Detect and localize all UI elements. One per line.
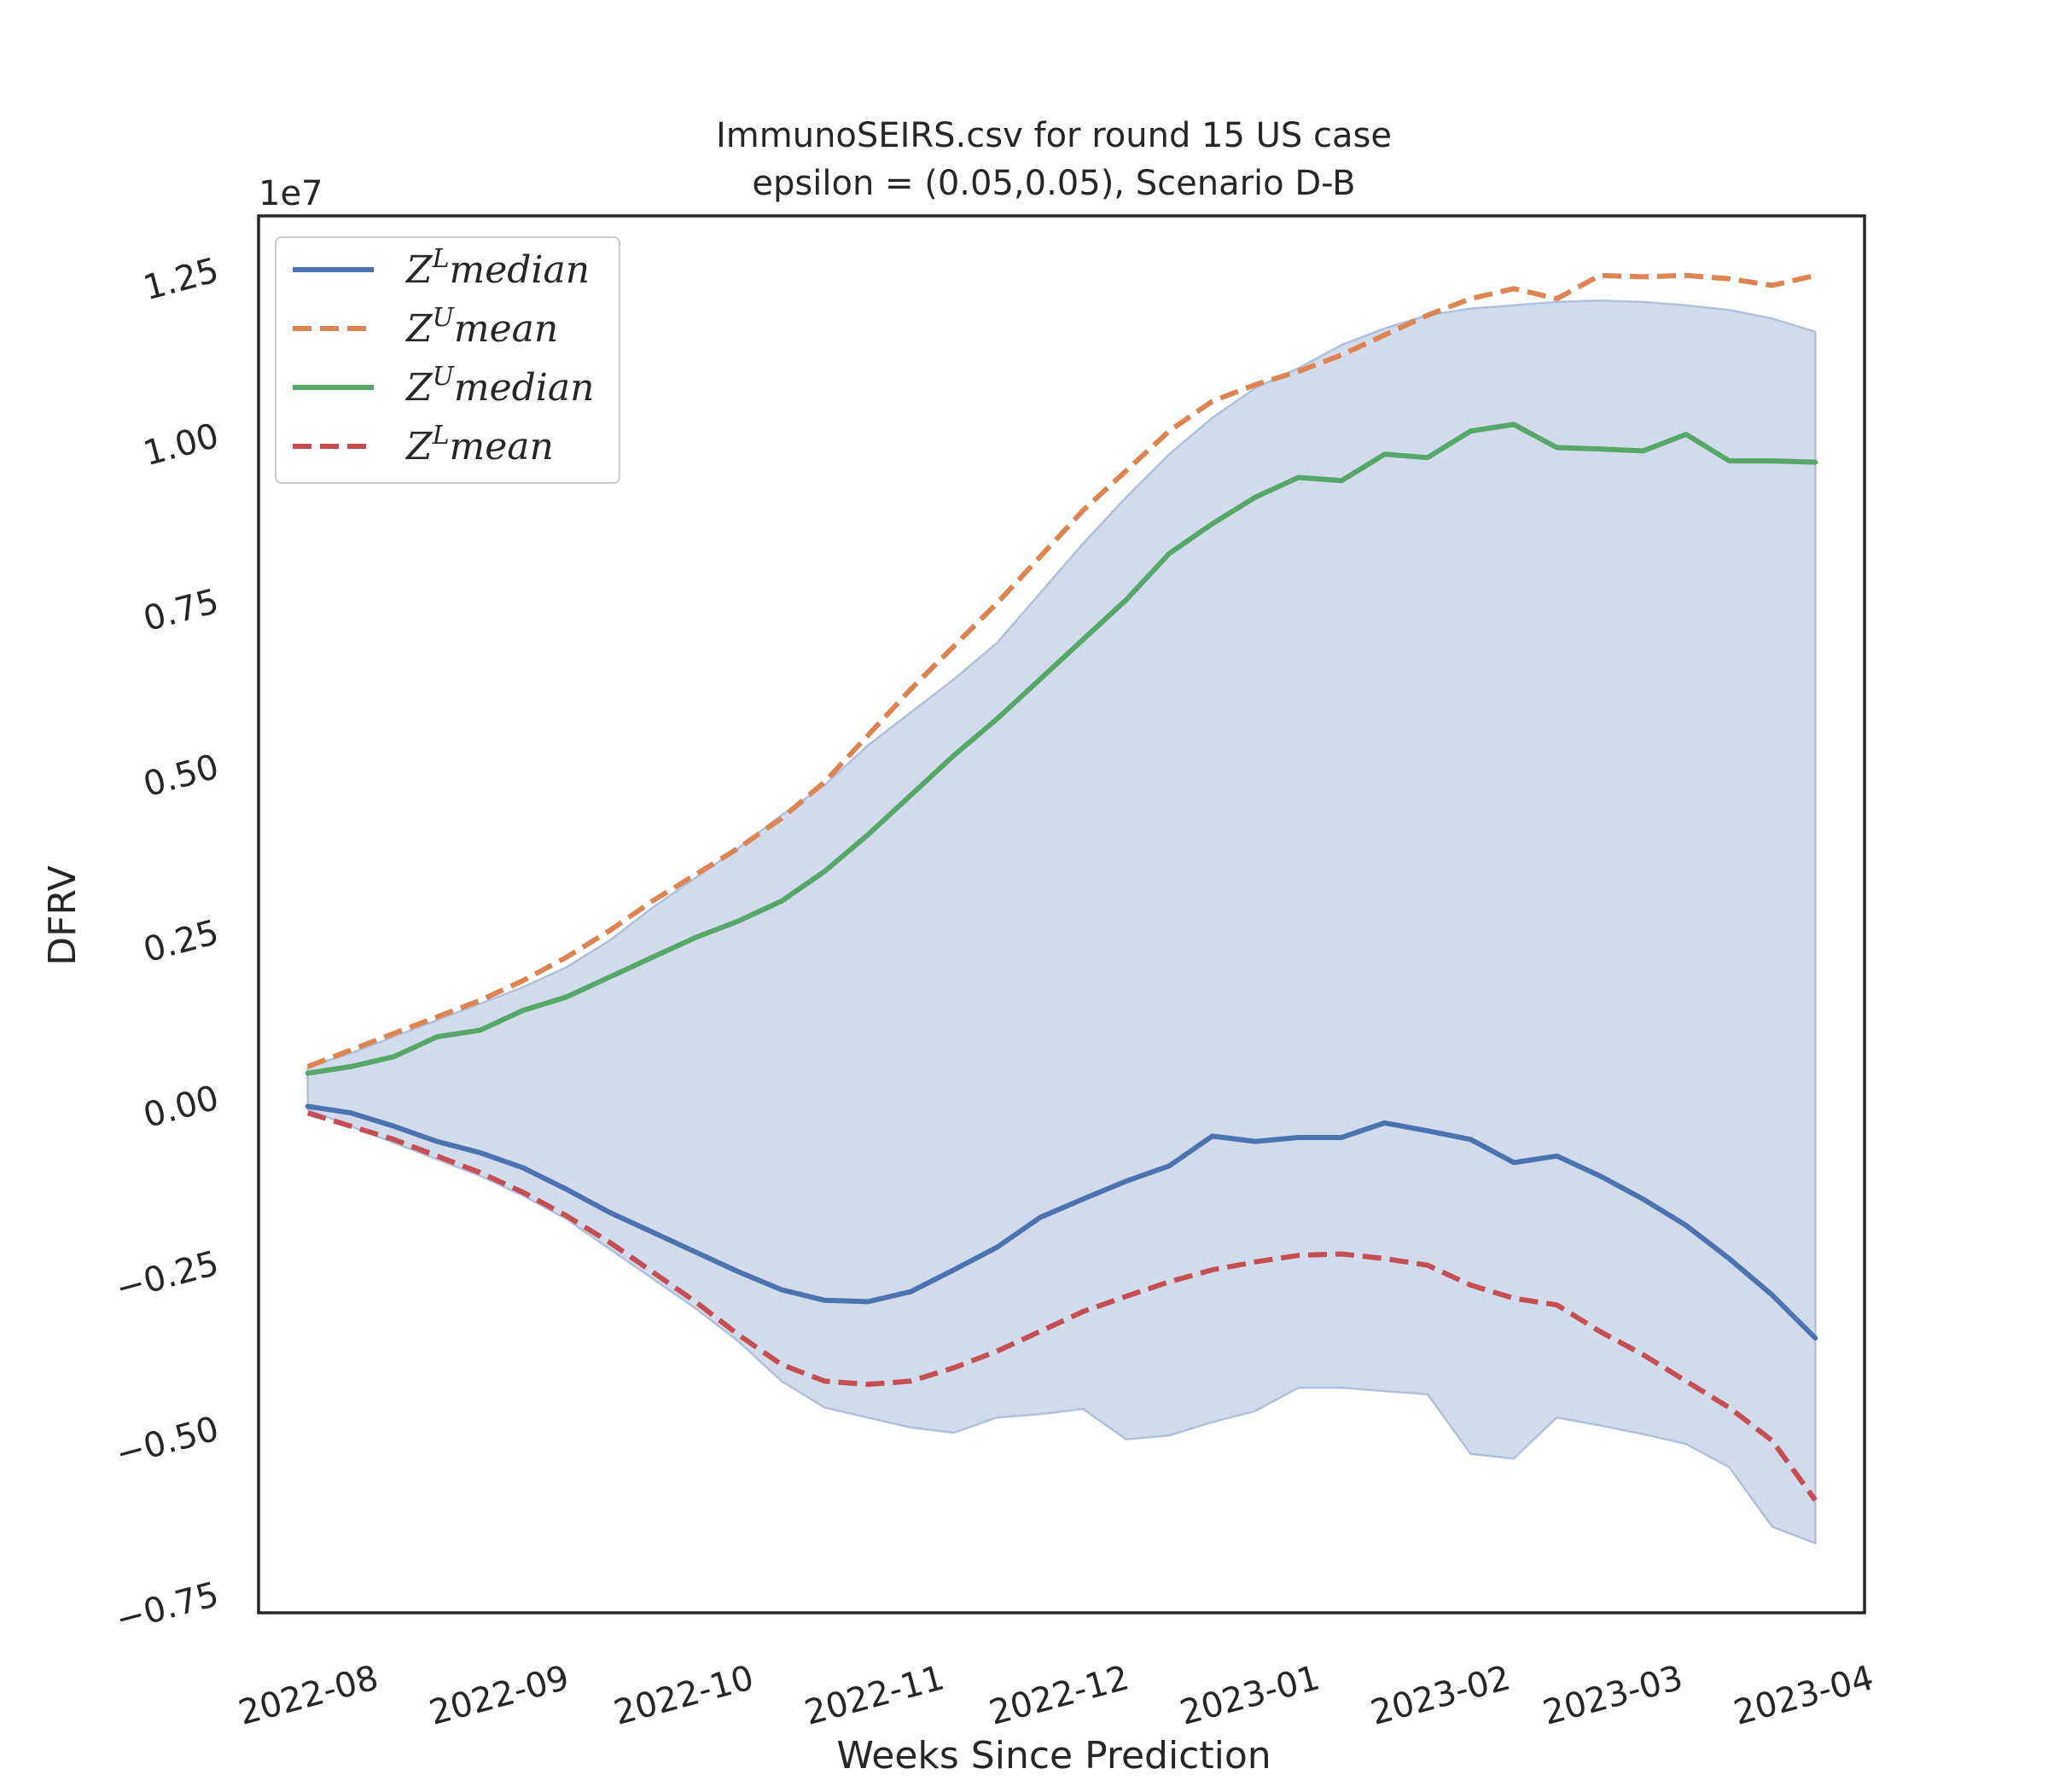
legend-box (275, 236, 620, 484)
y-axis-label: DFRV (41, 865, 84, 965)
legend-label-4: ZLmean (404, 421, 554, 468)
legend-label-1: ZLmedian (404, 244, 590, 292)
legend-label-2: ZUmean (404, 303, 558, 351)
chart-title-line1: ImmunoSEIRS.csv for round 15 US case (716, 116, 1392, 155)
x-axis-label: Weeks Since Prediction (836, 1734, 1271, 1777)
chart-title-line2: epsilon = (0.05,0.05), Scenario D-B (752, 164, 1355, 203)
y-axis-multiplier: 1e7 (259, 174, 323, 213)
plot-frame (257, 214, 1866, 1615)
chart-title: ImmunoSEIRS.csv for round 15 US case eps… (716, 116, 1392, 203)
legend-items: ZLmedian ZUmean ZUmedian ZLmean (293, 244, 594, 468)
series-layer (305, 272, 1818, 1502)
series-line-4 (306, 1110, 1818, 1502)
legend-label-3: ZUmedian (404, 362, 594, 410)
legend: ZLmedian ZUmean ZUmedian ZLmean (275, 236, 620, 484)
series-line-2 (306, 272, 1816, 1069)
series-line-1 (305, 1103, 1818, 1341)
plot-area (257, 214, 1866, 1615)
series-line-3 (305, 422, 1818, 1076)
